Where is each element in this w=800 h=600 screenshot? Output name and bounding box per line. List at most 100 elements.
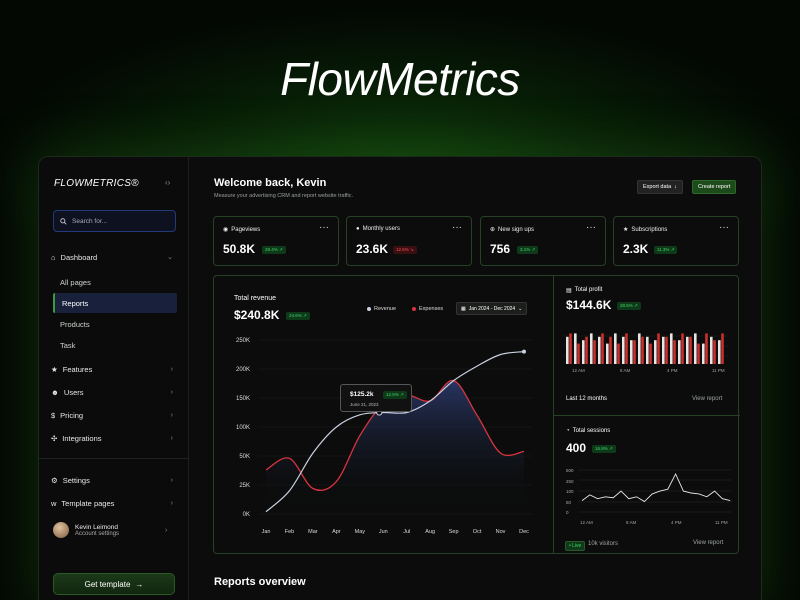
- profit-bar-red: [649, 343, 652, 364]
- date-range-select[interactable]: ▦ Jan 2024 - Dec 2024 ⌄: [456, 302, 528, 315]
- stat-card-monthly-users[interactable]: ● Monthly users ··· 23.6K 12.6% ↘: [346, 216, 472, 266]
- x-tick-label: May: [355, 529, 366, 535]
- calendar-icon: ▦: [461, 305, 466, 312]
- sessions-visitors: 10k visitors: [588, 541, 619, 547]
- profit-bar-white: [614, 333, 617, 364]
- sidebar-sub-reports[interactable]: Reports: [53, 293, 177, 313]
- avatar: [53, 522, 69, 538]
- chevron-right-icon: ›: [170, 388, 173, 396]
- stat-badge: 11.3% ↗: [654, 246, 678, 254]
- profit-bar-red: [713, 340, 716, 364]
- x-tick-label: 12 AM: [572, 368, 585, 373]
- stat-card-subscriptions[interactable]: ★ Subscriptions ··· 2.3K 11.3% ↗: [613, 216, 739, 266]
- export-data-button[interactable]: Export data ↓: [637, 180, 683, 194]
- stat-badge-value: 3.1%: [520, 247, 531, 252]
- more-icon[interactable]: ···: [719, 222, 729, 233]
- revenue-end-point: [522, 349, 526, 354]
- arrow-down-icon: ↓: [674, 184, 677, 190]
- more-icon[interactable]: ···: [586, 222, 596, 233]
- home-icon: ⌂: [51, 252, 56, 262]
- profit-bar-red: [641, 336, 644, 364]
- more-icon[interactable]: ···: [319, 222, 329, 233]
- account-settings-link[interactable]: Account settings: [75, 530, 120, 537]
- profit-section: ▤ Total profit $144.6K 28.5% ↗ 12 AM 8 AM…: [554, 276, 740, 416]
- sessions-badge: 16.8% ↗: [592, 445, 616, 453]
- sessions-y-axis: 500 250 100 50 0: [566, 466, 574, 519]
- sidebar-item-settings[interactable]: ⚙ Settings ›: [51, 470, 177, 490]
- revenue-panel: Total revenue $240.8K 24.6% ↗ Revenue Ex…: [213, 275, 740, 554]
- profit-bar-red: [681, 333, 684, 364]
- profit-title-row: ▤ Total profit: [566, 287, 602, 294]
- y-tick-label: 150K: [236, 396, 250, 402]
- stat-card-pageviews[interactable]: ◉ Pageviews ··· 50.8K 28.4% ↗: [213, 216, 339, 266]
- profit-badge-value: 28.5%: [620, 303, 633, 308]
- collapse-sidebar-icon[interactable]: ‹›: [165, 178, 171, 187]
- legend-label: Revenue: [374, 306, 397, 312]
- stat-card-new-sign-ups[interactable]: ⊕ New sign ups ··· 756 3.1% ↗: [480, 216, 606, 266]
- sidebar-sub-all-pages[interactable]: All pages: [60, 277, 91, 287]
- search-placeholder: Search for...: [72, 217, 108, 225]
- x-tick-label: 11 PM: [712, 368, 725, 373]
- profit-bar-red: [665, 336, 668, 364]
- sidebar-item-pricing[interactable]: $ Pricing ›: [51, 405, 177, 425]
- user-profile[interactable]: Kevin Leimond Account settings: [53, 522, 119, 538]
- profit-bar-white: [710, 336, 713, 364]
- profit-bar-white: [590, 333, 593, 364]
- star-icon: ★: [51, 364, 58, 374]
- y-tick-label: 250K: [236, 338, 250, 344]
- sidebar-item-label: Users: [63, 387, 84, 397]
- x-tick-label: Aug: [425, 529, 435, 535]
- y-tick-label: 0: [566, 510, 569, 515]
- profit-bar-white: [686, 336, 689, 364]
- search-icon: [60, 217, 67, 225]
- profit-bar-white: [702, 343, 705, 364]
- sidebar-item-template-pages[interactable]: w Template pages ›: [51, 493, 177, 513]
- y-tick-label: 200K: [236, 367, 250, 373]
- profit-bar-white: [574, 333, 577, 364]
- chevron-down-icon: ⌄: [518, 305, 523, 312]
- sidebar-item-integrations[interactable]: ✣ Integrations ›: [51, 428, 177, 448]
- sidebar-sub-task[interactable]: Task: [60, 340, 76, 350]
- sidebar-sub-products[interactable]: Products: [60, 319, 90, 329]
- revenue-title: Total revenue: [234, 295, 277, 302]
- sidebar-item-dashboard[interactable]: ⌂ Dashboard ⌄: [51, 247, 177, 267]
- stat-label: Monthly users: [362, 226, 400, 232]
- x-tick-label: Jul: [403, 529, 410, 535]
- profit-bar-white: [566, 336, 569, 364]
- reports-overview-title: Reports overview: [214, 576, 306, 588]
- x-tick-label: Feb: [285, 529, 294, 535]
- chevron-right-icon: ›: [170, 476, 173, 484]
- profit-chart: [564, 333, 729, 364]
- sessions-view-report-link[interactable]: View report: [693, 540, 724, 546]
- profit-view-report-link[interactable]: View report: [692, 396, 723, 402]
- profit-bar-red: [633, 340, 636, 364]
- stat-label-row: ◉ Pageviews: [223, 226, 260, 234]
- eye-icon: ◉: [223, 227, 229, 233]
- y-tick-label: 250: [566, 478, 574, 484]
- x-tick-label: Mar: [308, 529, 318, 535]
- sidebar-item-features[interactable]: ★ Features ›: [51, 359, 177, 379]
- y-tick-label: 0K: [243, 512, 250, 518]
- x-tick-label: 4 PM: [667, 368, 678, 373]
- sidebar-divider: [39, 458, 189, 459]
- page-subtitle: Measure your advertising CRM and report …: [214, 193, 353, 199]
- stat-label: New sign ups: [498, 226, 535, 233]
- create-report-button[interactable]: Create report: [692, 180, 737, 194]
- more-icon[interactable]: ···: [452, 222, 462, 233]
- profit-bar-red: [593, 340, 596, 364]
- puzzle-icon: ✣: [51, 433, 58, 443]
- sidebar-item-users[interactable]: ☻ Users ›: [51, 382, 177, 402]
- profit-bar-red: [673, 340, 676, 364]
- plus-icon: ⊕: [490, 227, 496, 233]
- get-template-label: Get template: [84, 579, 131, 589]
- user-icon: ●: [356, 226, 360, 232]
- x-tick-label: Apr: [332, 529, 341, 535]
- chevron-right-icon: ›: [170, 411, 173, 419]
- search-input[interactable]: Search for...: [53, 210, 176, 232]
- y-tick-label: 100K: [236, 425, 250, 431]
- export-label: Export data: [643, 184, 672, 190]
- get-template-button[interactable]: Get template →: [53, 573, 175, 595]
- sidebar-logo: FLOWMETRICS®: [54, 178, 139, 189]
- profit-bar-white: [662, 336, 665, 364]
- panel-divider: [553, 276, 554, 553]
